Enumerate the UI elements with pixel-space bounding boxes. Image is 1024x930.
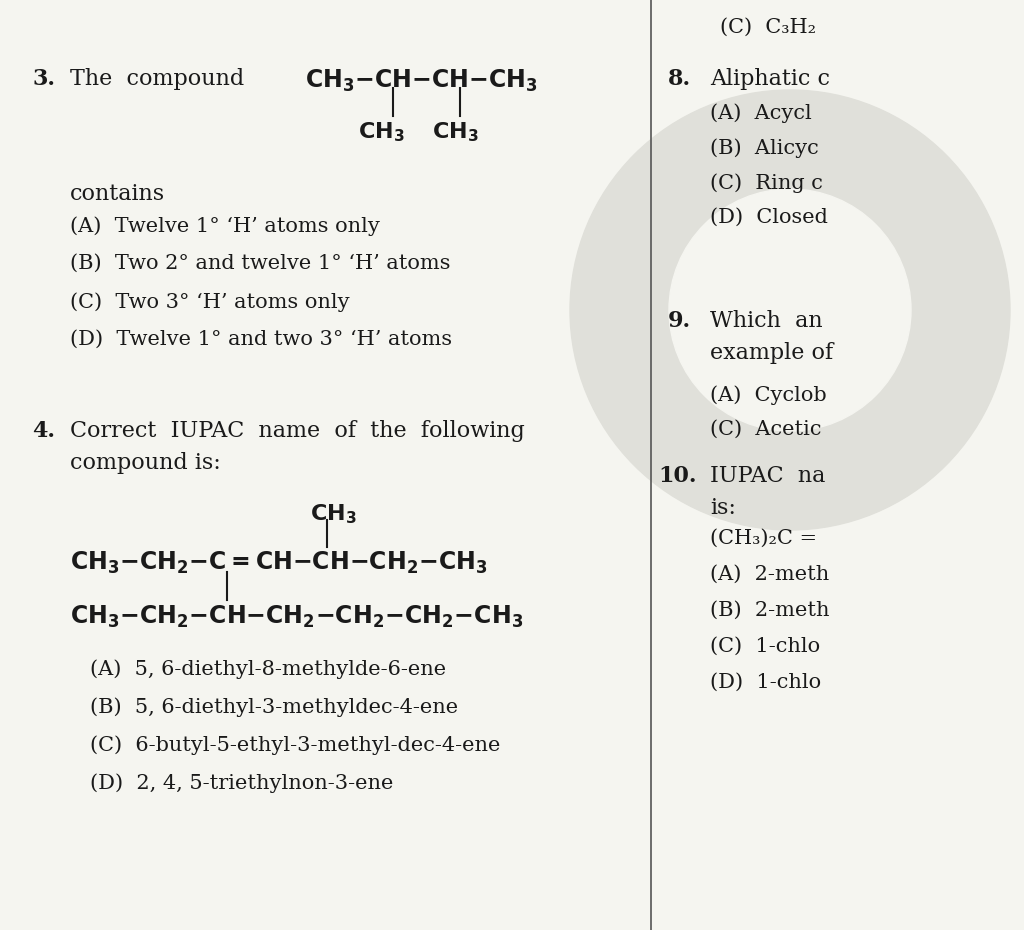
Text: IUPAC  na: IUPAC na bbox=[710, 465, 825, 487]
Text: (C)  Two 3° ‘H’ atoms only: (C) Two 3° ‘H’ atoms only bbox=[70, 292, 349, 312]
Circle shape bbox=[570, 90, 1010, 530]
Text: compound is:: compound is: bbox=[70, 452, 221, 474]
Text: $\mathbf{CH_3{-}CH{-}CH{-}CH_3}$: $\mathbf{CH_3{-}CH{-}CH{-}CH_3}$ bbox=[305, 68, 538, 94]
Text: $\mathbf{CH_3}$: $\mathbf{CH_3}$ bbox=[358, 120, 404, 143]
Text: (C)  1-chlo: (C) 1-chlo bbox=[710, 637, 820, 656]
Text: (D)  2, 4, 5-triethylnon-3-ene: (D) 2, 4, 5-triethylnon-3-ene bbox=[90, 773, 393, 792]
Text: (D)  1-chlo: (D) 1-chlo bbox=[710, 673, 821, 692]
Text: $\mathbf{CH_3{-}CH_2{-}CH{-}CH_2{-}CH_2{-}CH_2{-}CH_3}$: $\mathbf{CH_3{-}CH_2{-}CH{-}CH_2{-}CH_2{… bbox=[70, 604, 523, 631]
Text: is:: is: bbox=[710, 497, 736, 519]
Circle shape bbox=[669, 189, 911, 431]
Text: Aliphatic c: Aliphatic c bbox=[710, 68, 830, 90]
Text: $\mathbf{CH_3}$: $\mathbf{CH_3}$ bbox=[310, 502, 356, 525]
Text: (A)  5, 6-diethyl-8-methylde-6-ene: (A) 5, 6-diethyl-8-methylde-6-ene bbox=[90, 659, 446, 679]
Text: (C)  C₃H₂: (C) C₃H₂ bbox=[720, 18, 816, 37]
Text: Correct  IUPAC  name  of  the  following: Correct IUPAC name of the following bbox=[70, 420, 524, 442]
Text: contains: contains bbox=[70, 183, 165, 205]
Text: (D)  Twelve 1° and two 3° ‘H’ atoms: (D) Twelve 1° and two 3° ‘H’ atoms bbox=[70, 330, 453, 349]
Text: 8.: 8. bbox=[668, 68, 691, 90]
Text: (C)  Ring c: (C) Ring c bbox=[710, 173, 823, 193]
Text: (A)  2-meth: (A) 2-meth bbox=[710, 565, 829, 584]
Text: (B)  Alicyc: (B) Alicyc bbox=[710, 138, 819, 158]
Text: (C)  6-butyl-5-ethyl-3-methyl-dec-4-ene: (C) 6-butyl-5-ethyl-3-methyl-dec-4-ene bbox=[90, 735, 501, 754]
Text: 4.: 4. bbox=[32, 420, 55, 442]
Text: (A)  Cyclob: (A) Cyclob bbox=[710, 385, 826, 405]
Text: (B)  Two 2° and twelve 1° ‘H’ atoms: (B) Two 2° and twelve 1° ‘H’ atoms bbox=[70, 254, 451, 273]
Text: 3.: 3. bbox=[32, 68, 55, 90]
Text: (B)  5, 6-diethyl-3-methyldec-4-ene: (B) 5, 6-diethyl-3-methyldec-4-ene bbox=[90, 697, 458, 717]
Text: (A)  Acycl: (A) Acycl bbox=[710, 103, 812, 123]
Text: 10.: 10. bbox=[658, 465, 696, 487]
Text: 9.: 9. bbox=[668, 310, 691, 332]
Text: $\mathbf{CH_3}$: $\mathbf{CH_3}$ bbox=[432, 120, 478, 143]
Text: (CH₃)₂C =: (CH₃)₂C = bbox=[710, 529, 817, 548]
Text: $\mathbf{CH_3{-}CH_2{-}C{=}CH{-}CH{-}CH_2{-}CH_3}$: $\mathbf{CH_3{-}CH_2{-}C{=}CH{-}CH{-}CH_… bbox=[70, 550, 487, 577]
Text: example of: example of bbox=[710, 342, 834, 364]
Text: (C)  Acetic: (C) Acetic bbox=[710, 420, 821, 439]
Text: The  compound: The compound bbox=[70, 68, 245, 90]
Text: (A)  Twelve 1° ‘H’ atoms only: (A) Twelve 1° ‘H’ atoms only bbox=[70, 216, 380, 235]
Text: (D)  Closed: (D) Closed bbox=[710, 208, 827, 227]
Text: Which  an: Which an bbox=[710, 310, 822, 332]
Text: (B)  2-meth: (B) 2-meth bbox=[710, 601, 829, 620]
